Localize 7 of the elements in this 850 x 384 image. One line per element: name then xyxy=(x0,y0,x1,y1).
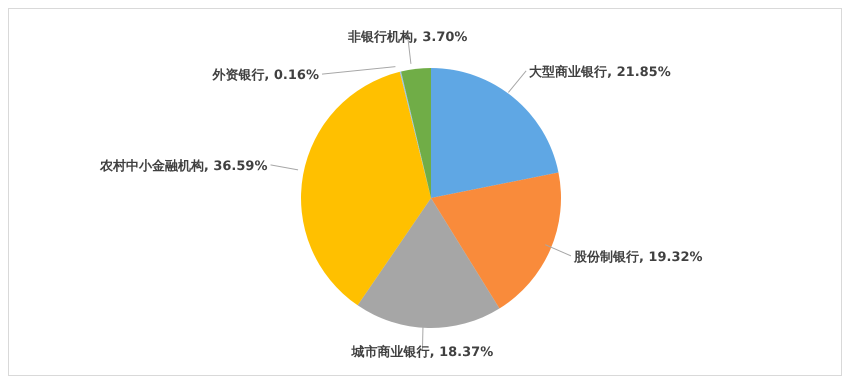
slice-label: 股份制银行, 19.32% xyxy=(572,250,703,265)
slice-label: 非银行机构, 3.70% xyxy=(346,30,468,46)
slice-label: 城市商业银行, 18.37% xyxy=(350,344,494,360)
pie-slice xyxy=(431,172,561,309)
slice-label: 农村中小金融机构, 36.59% xyxy=(98,158,268,174)
slice-label: 大型商业银行, 21.85% xyxy=(529,64,671,80)
slice-label: 外资银行, 0.16% xyxy=(211,68,319,84)
